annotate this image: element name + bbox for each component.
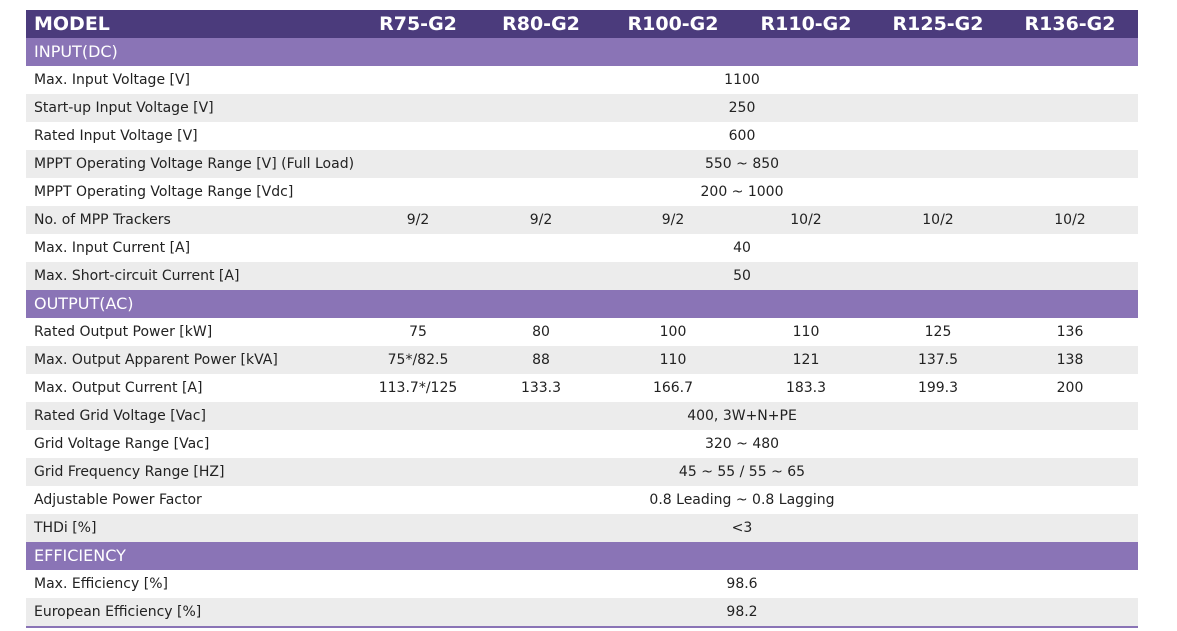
spec-value: 0.8 Leading ~ 0.8 Lagging [649,492,835,508]
spec-label: Max. Input Current [A] [34,240,191,256]
spec-label: European Efficiency [%] [34,604,202,620]
spec-value: 50 [733,268,751,284]
spec-label: Adjustable Power Factor [34,492,202,508]
spec-value: 133.3 [520,380,562,396]
spec-value: 125 [924,324,952,340]
spec-value: <3 [731,520,753,536]
spec-label: Grid Frequency Range [HZ] [34,464,225,480]
section-header: EFFICIENCY [26,542,1138,570]
spec-value: 40 [733,240,751,256]
spec-value: 75*/82.5 [387,352,449,368]
spec-value: 136 [1056,324,1084,340]
spec-value: 88 [532,352,550,368]
spec-label: MPPT Operating Voltage Range [V] (Full L… [34,156,355,172]
model-name: R110-G2 [760,13,852,35]
spec-row: MPPT Operating Voltage Range [Vdc] 200 ~ … [26,178,1138,206]
spec-value: 10/2 [1054,212,1086,228]
spec-value: 10/2 [790,212,822,228]
spec-label: MPPT Operating Voltage Range [Vdc] [34,184,294,200]
section-title: INPUT(DC) [34,42,118,61]
spec-value: 1100 [724,72,760,88]
spec-value: 9/2 [406,212,430,228]
spec-label: Max. Output Apparent Power [kVA] [34,352,278,368]
spec-row: MPPT Operating Voltage Range [V] (Full L… [26,150,1138,178]
spec-label: Grid Voltage Range [Vac] [34,436,210,452]
spec-value: 600 [728,128,756,144]
spec-value: 250 [728,100,756,116]
spec-value: 10/2 [922,212,954,228]
section-title: OUTPUT(AC) [34,294,134,313]
spec-value: 113.7*/125 [378,380,458,396]
model-name: R100-G2 [627,13,719,35]
spec-value: 110 [659,352,687,368]
spec-row: Rated Grid Voltage [Vac] 400, 3W+N+PE [26,402,1138,430]
spec-row: Rated Output Power [kW] 75 80 100 110 125 136 [26,318,1138,346]
spec-value: 320 ~ 480 [704,436,780,452]
spec-label: Max. Output Current [A] [34,380,203,396]
section-title: EFFICIENCY [34,546,126,565]
model-name: R125-G2 [892,13,984,35]
spec-value: 137.5 [917,352,959,368]
spec-value: 200 [1056,380,1084,396]
spec-row: THDi [%] <3 [26,514,1138,542]
spec-value: 200 ~ 1000 [700,184,784,200]
spec-row: European Efficiency [%] 98.2 [26,598,1138,626]
spec-value: 9/2 [661,212,685,228]
spec-label: Max. Input Voltage [V] [34,72,191,88]
model-name: R75-G2 [379,13,457,35]
spec-row: Rated Input Voltage [V] 600 [26,122,1138,150]
spec-label: Start-up Input Voltage [V] [34,100,214,116]
model-name: R136-G2 [1024,13,1116,35]
spec-row: No. of MPP Trackers 9/2 9/2 9/2 10/2 10/2 10/2 [26,206,1138,234]
spec-label: Rated Output Power [kW] [34,324,213,340]
spec-value: 138 [1056,352,1084,368]
spec-value: 98.6 [726,576,758,592]
spec-row: Grid Frequency Range [HZ] 45 ~ 55 / 55 ~ … [26,458,1138,486]
bottom-rule [26,626,1138,628]
spec-value: 98.2 [726,604,758,620]
spec-row: Max. Input Current [A] 40 [26,234,1138,262]
header-row: MODEL R75-G2 R80-G2 R100-G2 R110-G2 R125-G2 R1… [26,10,1138,38]
spec-value: 121 [792,352,820,368]
model-name: R80-G2 [502,13,580,35]
spec-label: No. of MPP Trackers [34,212,171,228]
spec-row: Max. Input Voltage [V] 1100 [26,66,1138,94]
spec-value: 110 [792,324,820,340]
spec-value: 100 [659,324,687,340]
spec-value: 400, 3W+N+PE [687,408,797,424]
spec-label: THDi [%] [34,520,97,536]
spec-value: 45 ~ 55 / 55 ~ 65 [678,464,806,480]
spec-value: 9/2 [529,212,553,228]
spec-label: Max. Efficiency [%] [34,576,168,592]
spec-value: 80 [532,324,550,340]
spec-row: Max. Output Apparent Power [kVA] 75*/82.5… [26,346,1138,374]
spec-row: Max. Short-circuit Current [A] 50 [26,262,1138,290]
header-label: MODEL [34,13,110,35]
spec-label: Rated Input Voltage [V] [34,128,198,144]
spec-value: 183.3 [785,380,827,396]
spec-label: Rated Grid Voltage [Vac] [34,408,206,424]
spec-row: Max. Output Current [A] 113.7*/125 133.3 16… [26,374,1138,402]
spec-label: Max. Short-circuit Current [A] [34,268,240,284]
section-header: OUTPUT(AC) [26,290,1138,318]
spec-value: 166.7 [652,380,694,396]
spec-value: 75 [409,324,427,340]
spec-table: MODEL R75-G2 R80-G2 R100-G2 R110-G2 R125-G2 R1… [26,10,1138,628]
spec-row: Max. Efficiency [%] 98.6 [26,570,1138,598]
spec-row: Adjustable Power Factor 0.8 Leading ~ 0.8… [26,486,1138,514]
spec-value: 199.3 [917,380,959,396]
spec-row: Start-up Input Voltage [V] 250 [26,94,1138,122]
spec-value: 550 ~ 850 [704,156,780,172]
spec-row: Grid Voltage Range [Vac] 320 ~ 480 [26,430,1138,458]
section-header: INPUT(DC) [26,38,1138,66]
